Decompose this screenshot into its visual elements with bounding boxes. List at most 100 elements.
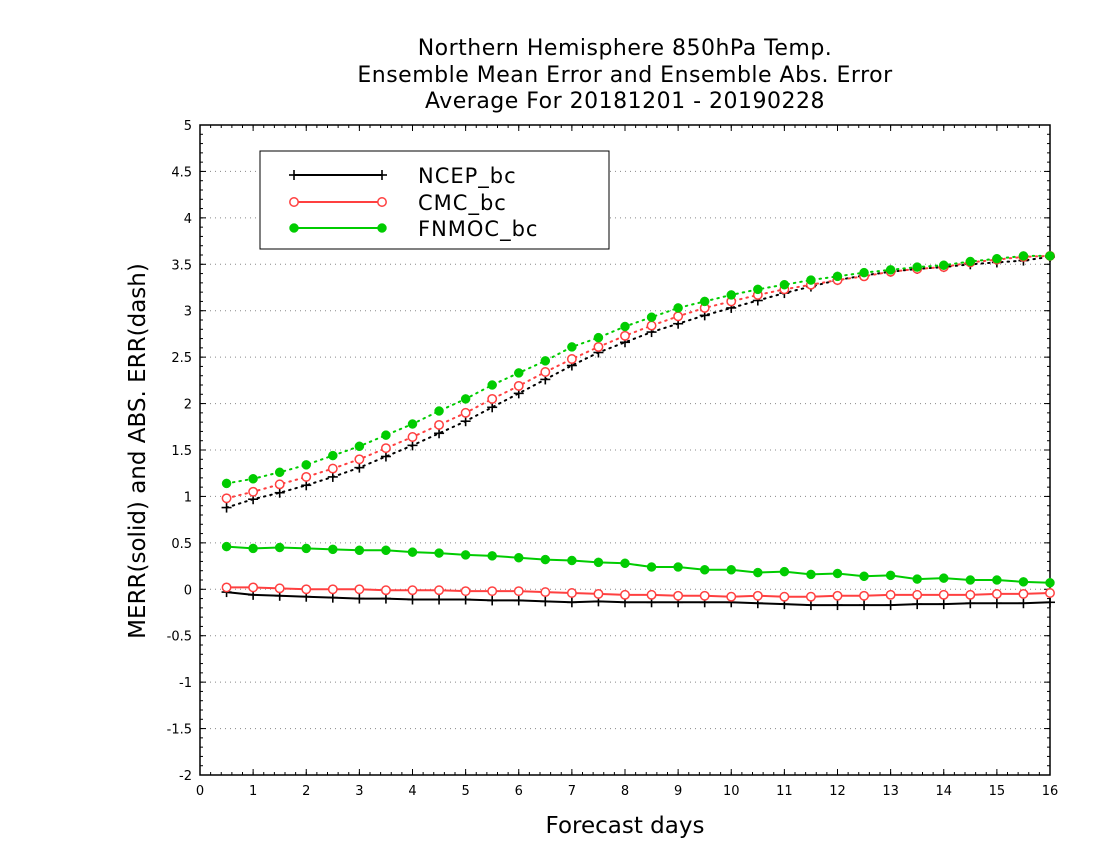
merr-point [859,590,870,601]
merr-point [221,541,232,552]
merr-point [514,552,524,563]
abserr-point [248,474,258,484]
abserr-point [646,320,657,331]
y-tick-label: 2.5 [171,351,192,366]
merr-point [487,586,498,597]
y-tick-label: 0 [184,583,192,598]
chart-title-line-1: Northern Hemisphere 850hPa Temp. [417,36,833,61]
abserr-point [354,462,365,473]
abserr-point [620,321,630,332]
merr-point [885,600,896,611]
merr-point [566,588,577,598]
merr-point [673,590,684,601]
abserr-point [460,394,471,404]
x-tick-label: 0 [196,784,204,799]
abserr-point [221,478,232,489]
merr-point [806,569,816,580]
merr-point [248,543,258,554]
merr-point [1045,578,1055,588]
x-tick-label: 9 [674,784,682,799]
y-tick-label: -2 [179,769,192,784]
abserr-point [540,356,551,366]
x-tick-label: 10 [723,784,740,799]
series-group [221,250,1055,611]
merr-point [859,600,870,611]
abserr-point [487,380,497,390]
legend-item-cmc-bc: CMC_bc [289,191,506,216]
abserr-point [328,450,338,461]
abserr-point [593,332,604,343]
series-cmc-bc [221,250,1055,602]
abserr-point [248,486,259,497]
series-ncep-bc [221,251,1055,611]
x-tick-label: 1 [249,784,257,799]
merr-point [327,584,338,595]
merr-point [354,584,365,595]
merr-point [460,594,471,605]
merr-point [354,545,365,556]
merr-point [779,566,790,577]
y-tick-label: -1 [179,676,192,691]
axis-ticks: -2-1.5-1-0.500.511.522.533.544.550 1 2 3 4 5 6… [167,119,1059,799]
abserr-point [380,451,391,462]
merr-point [646,589,657,600]
merr-point [434,548,444,558]
abserr-point [726,290,736,300]
merr-point [1018,588,1029,599]
y-tick-label: 5 [184,119,192,134]
merr-point [593,557,604,568]
abserr-point [912,262,922,272]
abserr-point [487,393,498,404]
abserr-point [566,354,577,364]
merr-point [673,562,683,572]
abserr-point [354,441,365,452]
y-tick-label: 1 [184,490,192,505]
abserr-point [327,471,338,482]
abserr-point [434,406,444,416]
merr-point [753,567,763,578]
x-tick-label: 15 [989,784,1006,799]
merr-point [407,594,418,605]
merr-point [832,600,843,611]
legend-marker [289,223,299,233]
legend-marker [377,170,387,180]
merr-point [965,589,976,600]
merr-point [540,554,551,565]
abserr-point [460,407,471,418]
merr-point [991,588,1002,599]
x-tick-label: 6 [515,784,523,799]
merr-point [752,590,763,601]
merr-point [1045,588,1055,598]
merr-point [832,590,843,601]
abserr-point [965,256,976,267]
abserr-point [274,487,285,498]
merr-point [1018,577,1029,587]
merr-point [513,595,524,606]
x-tick-label: 3 [355,784,363,799]
y-tick-label: 1.5 [171,444,192,459]
abserr-point [407,440,418,451]
merr-point [248,582,259,593]
merr-line [226,586,1051,598]
merr-point [460,550,471,560]
merr-point [540,596,551,607]
abserr-point [1045,251,1055,261]
merr-point [699,565,710,575]
legend-marker [377,197,387,207]
abserr-point [301,480,312,491]
abserr-point [381,430,391,440]
abserr-point [434,428,445,439]
x-tick-label: 2 [302,784,310,799]
merr-point [274,542,285,553]
merr-point [1018,598,1029,609]
y-tick-label: -0.5 [167,630,192,645]
y-tick-label: -1.5 [167,723,192,738]
merr-point [991,598,1002,609]
abserr-point [699,296,710,307]
y-tick-label: 4.5 [171,165,192,180]
abserr-point [806,275,816,285]
gridlines [200,170,1050,730]
abserr-point [992,253,1002,264]
merr-point [487,551,497,561]
legend-label: FNMOC_bc [418,217,538,242]
